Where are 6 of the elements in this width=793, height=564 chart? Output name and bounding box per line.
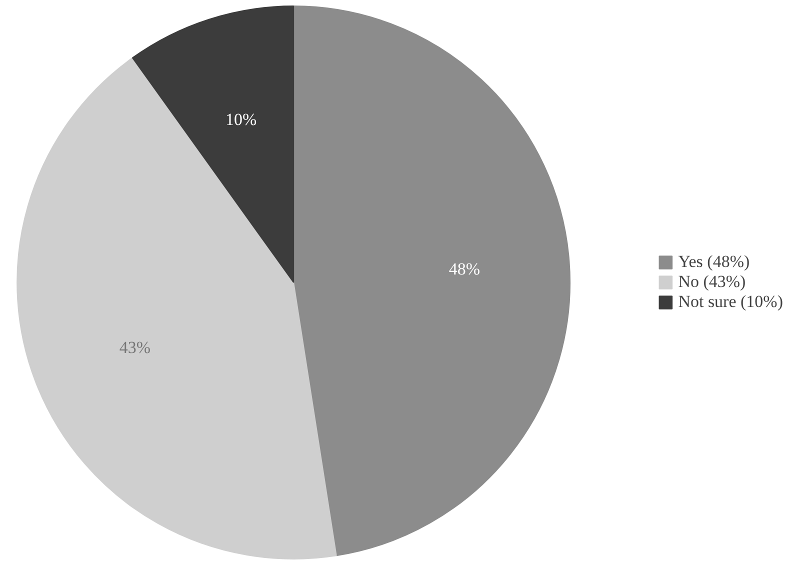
legend-label: No (43%) <box>678 272 746 292</box>
data-label: 48% <box>448 260 480 279</box>
data-label: 43% <box>119 338 151 357</box>
data-label: 10% <box>226 110 257 129</box>
legend-label: Not sure (10%) <box>678 292 783 312</box>
legend-label: Yes (48%) <box>678 252 750 272</box>
